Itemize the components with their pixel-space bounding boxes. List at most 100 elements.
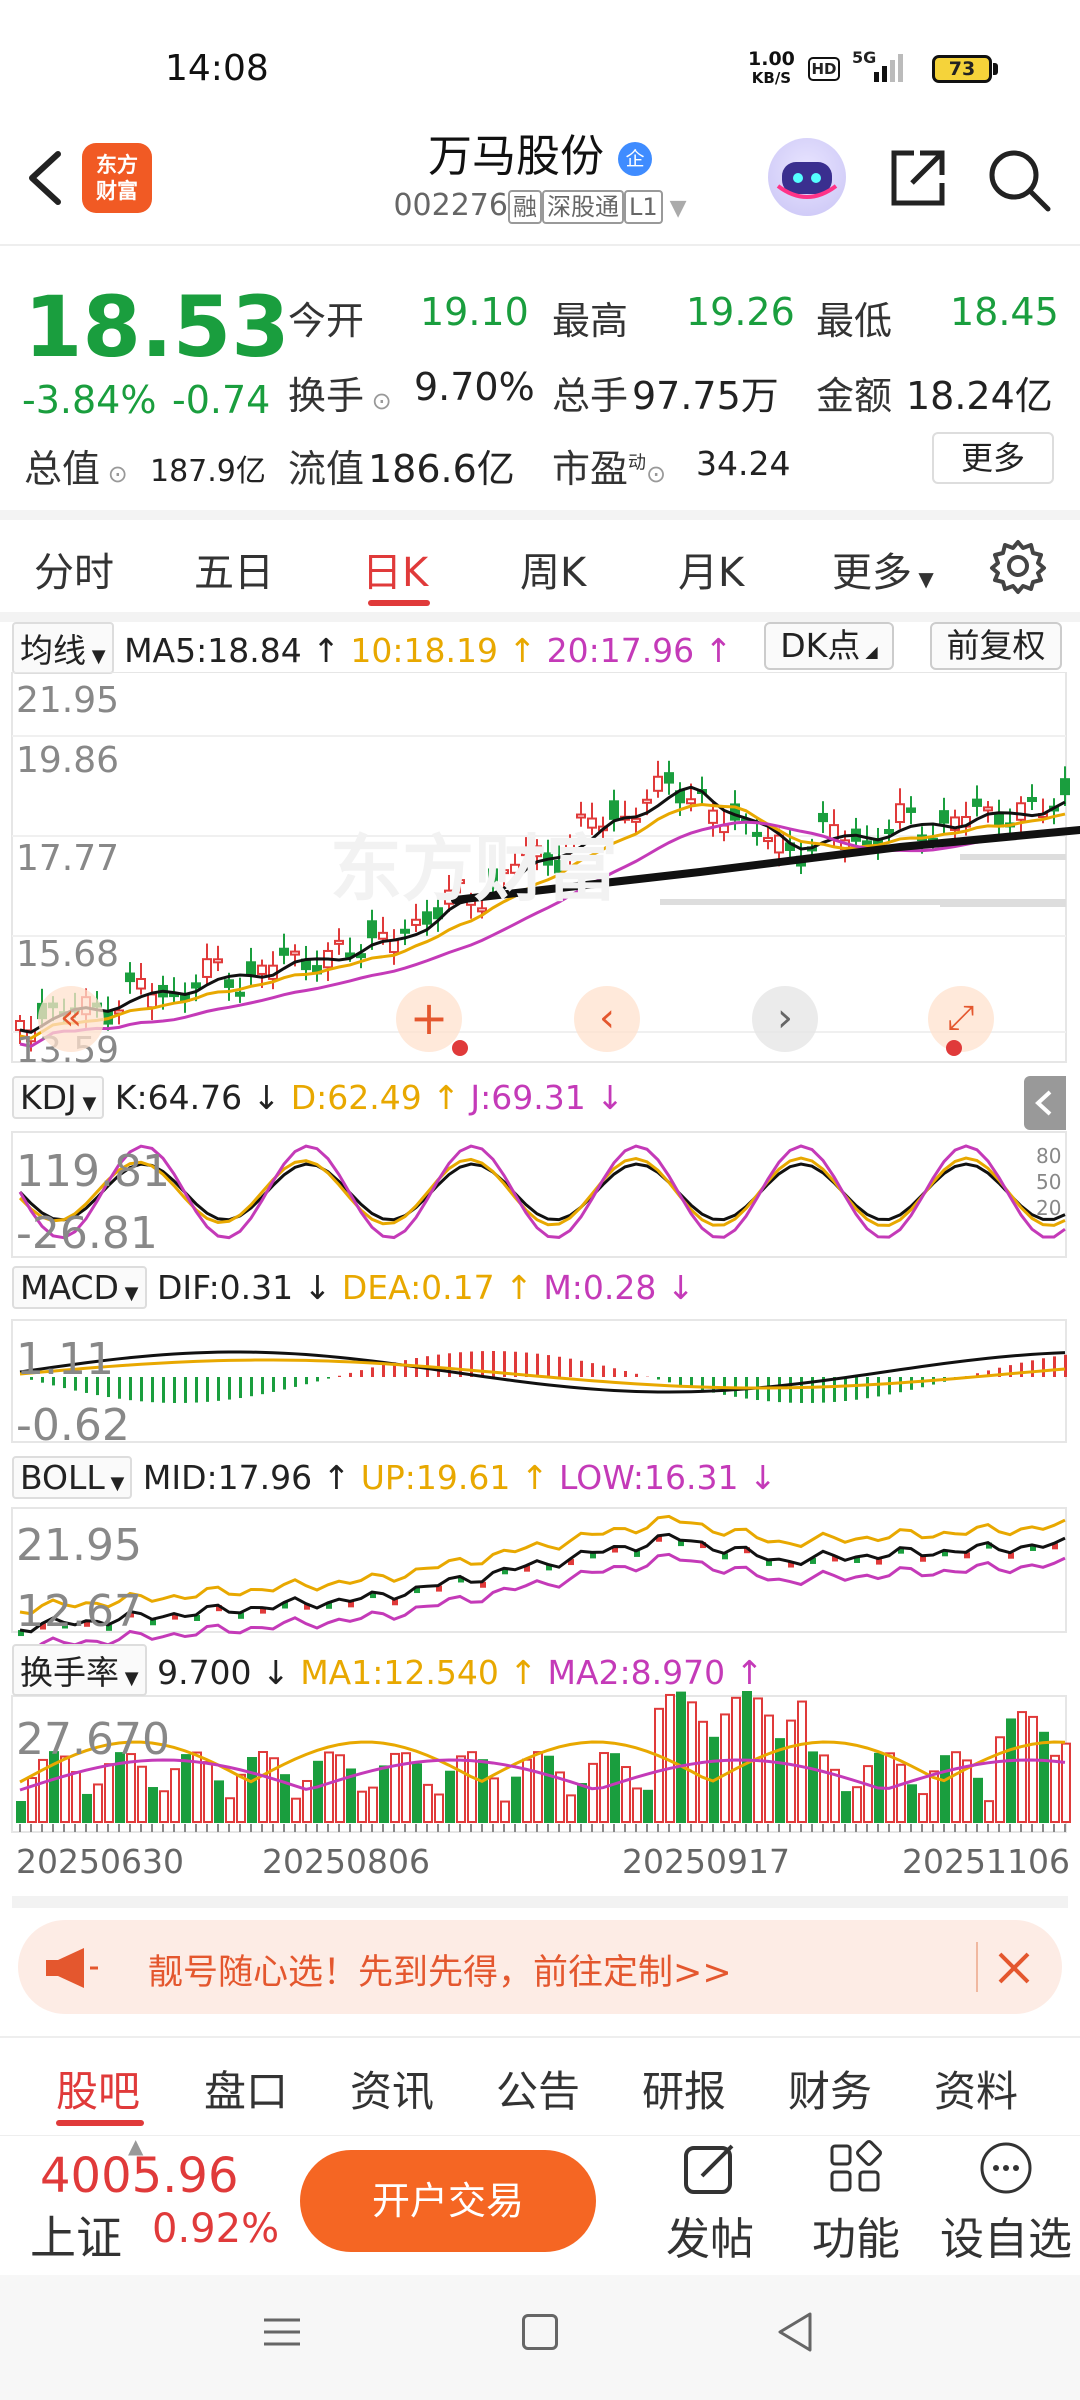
change-amt: -0.74 — [172, 378, 271, 422]
active-tab-indicator — [368, 600, 430, 606]
search-icon[interactable] — [984, 145, 1054, 215]
fullscreen-icon[interactable]: ⤢ — [928, 986, 994, 1052]
post-button[interactable]: 发帖 — [660, 2140, 760, 2267]
boll-candle — [656, 1535, 662, 1542]
next-icon[interactable]: › — [752, 986, 818, 1052]
macd-dropdown[interactable]: MACD ▼ — [12, 1266, 147, 1309]
kdj-k-line — [18, 1162, 1066, 1222]
tab-more[interactable]: 更多 ▼ — [832, 550, 934, 596]
tabs-divider — [0, 612, 1080, 622]
kline-chart[interactable] — [0, 672, 1080, 1912]
stock-code-row[interactable]: 002276 融深股通 L1 ▼ — [0, 188, 1080, 224]
macd-bar — [437, 1354, 440, 1377]
macd-bar — [74, 1377, 77, 1391]
back-icon[interactable] — [20, 148, 70, 208]
macd-bar — [239, 1377, 242, 1399]
candle-body — [950, 816, 960, 831]
tab-intraday[interactable]: 分时 — [34, 550, 114, 596]
tab-five-day[interactable]: 五日 — [194, 550, 274, 596]
kdj-top-label: 119.81 — [16, 1146, 170, 1197]
tab-guba[interactable]: 股吧 — [56, 2067, 141, 2116]
close-banner-icon[interactable] — [990, 1944, 1038, 1992]
boll-candle — [150, 1619, 156, 1626]
tab-profile[interactable]: 资料 — [934, 2067, 1019, 2116]
turnover-bar — [918, 1793, 928, 1823]
shrink-left-icon[interactable]: « — [38, 986, 104, 1052]
tab-pankou[interactable]: 盘口 — [204, 2067, 289, 2116]
boll-candle — [524, 1565, 530, 1572]
bottom-tab-indicator — [56, 2120, 144, 2126]
candle-body — [983, 806, 993, 812]
boll-candle — [40, 1623, 46, 1630]
macd-bar — [492, 1351, 495, 1377]
tab-monthly-k[interactable]: 月K — [678, 550, 745, 596]
turnover-bar — [698, 1720, 708, 1823]
promo-separator — [976, 1942, 978, 1992]
tag-margin: 融 — [507, 190, 542, 224]
index-pct[interactable]: 0.92% — [152, 2206, 280, 2252]
candle-body — [235, 991, 245, 997]
price-adjust-button[interactable]: 前复权 — [930, 622, 1062, 670]
tab-weekly-k[interactable]: 周K — [520, 550, 587, 596]
turnover-bar — [412, 1763, 422, 1824]
index-name[interactable]: 上证 — [30, 2211, 122, 2265]
macd-bar — [52, 1377, 55, 1386]
index-value[interactable]: 4005.96 — [40, 2148, 239, 2204]
turnover-bar — [489, 1777, 499, 1824]
macd-bar — [1053, 1356, 1056, 1377]
home-nav-icon[interactable] — [522, 2314, 558, 2350]
promo-banner[interactable] — [18, 1920, 1062, 2014]
collapse-panel-icon[interactable] — [1024, 1076, 1066, 1130]
candle-body — [510, 863, 520, 874]
assistant-robot-icon[interactable] — [768, 138, 846, 216]
turnover-bar — [434, 1793, 444, 1823]
turnover-bar — [379, 1765, 389, 1824]
turnover-ma1-line — [19, 1740, 1066, 1784]
candle-body — [939, 810, 949, 824]
tab-research[interactable]: 研报 — [642, 2067, 727, 2116]
tab-daily-k[interactable]: 日K — [362, 550, 429, 596]
battery-icon: 73 — [932, 55, 992, 83]
turnover-bar — [390, 1752, 400, 1824]
boll-candle — [84, 1620, 90, 1627]
macd-bar — [657, 1377, 660, 1380]
boll-dropdown[interactable]: BOLL ▼ — [12, 1456, 133, 1499]
macd-bar — [448, 1353, 451, 1377]
candle-body — [763, 837, 773, 843]
turnover-bar — [423, 1783, 433, 1824]
macd-bar — [173, 1377, 176, 1403]
macd-bar — [41, 1377, 44, 1383]
boll-candle — [260, 1607, 266, 1614]
tab-announce[interactable]: 公告 — [496, 2067, 581, 2116]
share-icon[interactable] — [884, 145, 950, 211]
ma-dropdown[interactable]: 均线 ▼ — [12, 622, 114, 674]
prev-icon[interactable]: ‹ — [574, 986, 640, 1052]
macd-bar — [327, 1377, 330, 1379]
kdj-dropdown[interactable]: KDJ ▼ — [12, 1076, 105, 1119]
turnover-bar — [313, 1760, 323, 1824]
tab-finance[interactable]: 财务 — [788, 2067, 873, 2116]
tab-news[interactable]: 资讯 — [350, 2067, 435, 2116]
open-account-button[interactable]: 开户交易 — [300, 2150, 596, 2252]
dk-points-button[interactable]: DK点 ◢ — [764, 622, 894, 670]
turnover-bar — [940, 1755, 950, 1824]
y-tick-2: 19.86 — [16, 740, 120, 781]
volume-value: 97.75万 — [632, 374, 779, 418]
back-nav-icon[interactable] — [776, 2310, 816, 2354]
candle-body — [136, 978, 146, 990]
add-watchlist-button[interactable]: 设自选 — [936, 2140, 1076, 2267]
boll-candle — [282, 1602, 288, 1609]
macd-bar — [866, 1377, 869, 1399]
more-quote-button[interactable]: 更多 — [932, 432, 1054, 484]
turnover-bar — [115, 1752, 125, 1824]
zoom-in-icon[interactable]: + — [396, 986, 462, 1052]
turnover-bar — [654, 1707, 664, 1824]
turnover-dropdown[interactable]: 换手率 ▼ — [12, 1644, 147, 1696]
turnover-bar — [907, 1784, 917, 1824]
function-button[interactable]: 功能 — [806, 2140, 906, 2267]
ma10-line — [19, 803, 1066, 1040]
low-label: 最低 — [816, 299, 893, 343]
menu-nav-icon[interactable] — [262, 2312, 302, 2352]
turnover-bar — [500, 1800, 510, 1824]
settings-gear-icon[interactable] — [988, 536, 1048, 596]
